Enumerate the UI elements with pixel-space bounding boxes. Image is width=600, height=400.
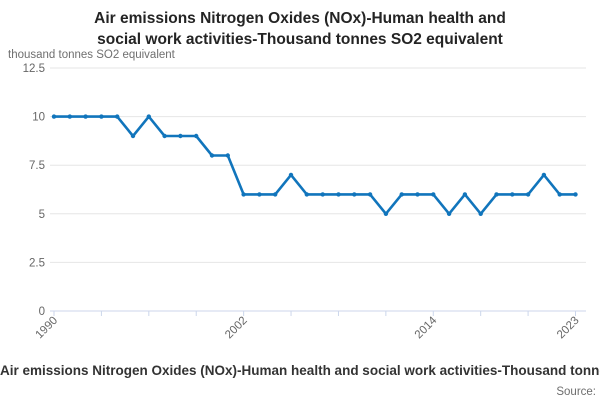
data-point-marker[interactable] [194,133,199,139]
data-point-marker[interactable] [83,114,88,119]
y-axis-unit-label: thousand tonnes SO2 equivalent [8,49,175,61]
data-point-marker[interactable] [462,192,468,197]
x-tick-label: 1990 [34,315,61,342]
y-tick-label: 5 [39,209,45,221]
chart-caption: Air emissions Nitrogen Oxides (NOx)-Huma… [0,363,600,378]
y-tick-label: 10 [32,112,45,124]
source-label: Source: [556,386,596,398]
y-tick-label: 2.5 [29,257,45,269]
data-point-marker[interactable] [431,192,436,197]
line-chart: 0 2.5 5 7.5 10 12.5 1990 2002 2014 2023 [23,63,586,342]
data-point-marker[interactable] [320,192,325,197]
data-point-marker[interactable] [573,192,578,197]
data-point-marker[interactable] [446,211,452,216]
data-point-marker[interactable] [336,192,341,197]
data-point-marker[interactable] [162,133,167,139]
data-point-marker[interactable] [99,114,104,119]
chart-title-line1: Air emissions Nitrogen Oxides (NOx)-Huma… [94,10,506,27]
data-point-marker[interactable] [51,114,57,119]
chart-title: Air emissions Nitrogen Oxides (NOx)-Huma… [0,8,600,50]
data-point-marker[interactable] [209,153,215,158]
emissions-series-line [54,115,576,216]
x-tick-label: 2023 [555,315,582,342]
data-point-marker[interactable] [415,192,420,197]
data-point-marker[interactable] [367,192,373,197]
y-tick-label: 12.5 [23,63,45,75]
chart-title-line2: social work activities-Thousand tonnes S… [97,31,503,48]
data-point-marker[interactable] [557,192,562,197]
data-point-marker[interactable] [273,192,278,197]
data-point-marker[interactable] [304,192,309,197]
data-point-marker[interactable] [510,192,515,197]
x-tick-label: 2014 [413,314,440,341]
data-point-marker[interactable] [383,211,389,216]
data-point-marker[interactable] [146,114,151,119]
data-point-marker[interactable] [241,192,246,197]
data-point-marker[interactable] [288,172,294,178]
data-point-marker[interactable] [399,192,404,197]
x-tick-label: 2002 [223,315,250,342]
data-point-marker[interactable] [541,172,547,178]
data-point-marker[interactable] [225,153,230,158]
data-point-marker[interactable] [525,192,531,197]
data-point-marker[interactable] [494,192,499,197]
data-point-marker[interactable] [178,133,183,139]
y-tick-label: 7.5 [29,160,45,172]
data-point-marker[interactable] [352,192,357,197]
data-point-marker[interactable] [130,133,136,139]
data-point-marker[interactable] [115,114,120,119]
data-point-marker[interactable] [257,192,262,197]
data-point-marker[interactable] [478,211,483,216]
data-point-marker[interactable] [67,114,73,119]
y-tick-label: 0 [39,306,45,318]
